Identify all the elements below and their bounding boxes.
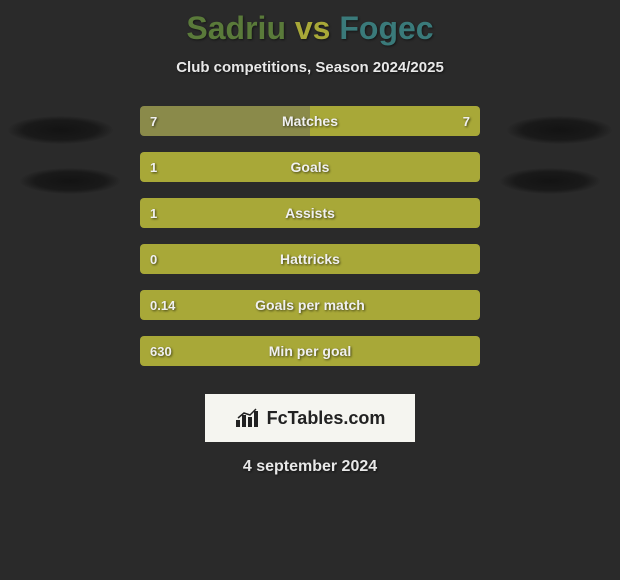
- stat-label: Goals: [140, 152, 480, 182]
- avatar-shadow-left-2: [20, 168, 120, 194]
- stat-row: 1Goals: [140, 152, 480, 182]
- stat-row: 1Assists: [140, 198, 480, 228]
- avatar-shadow-right-2: [500, 168, 600, 194]
- branding-badge: FcTables.com: [205, 394, 415, 442]
- player1-name: Sadriu: [186, 10, 286, 46]
- stat-row: 0.14Goals per match: [140, 290, 480, 320]
- stat-row: 77Matches: [140, 106, 480, 136]
- comparison-chart: 77Matches 1Goals 1Assists 0Hattricks 0.14Goa…: [0, 106, 620, 386]
- stat-row: 0Hattricks: [140, 244, 480, 274]
- avatar-shadow-right-1: [507, 116, 612, 144]
- subtitle: Club competitions, Season 2024/2025: [0, 59, 620, 76]
- date-label: 4 september 2024: [0, 458, 620, 476]
- stat-label: Assists: [140, 198, 480, 228]
- comparison-title: Sadriu vs Fogec: [0, 0, 620, 47]
- chart-icon: [235, 408, 261, 428]
- avatar-shadow-left-1: [8, 116, 113, 144]
- branding-text: FcTables.com: [267, 408, 386, 429]
- stat-label: Goals per match: [140, 290, 480, 320]
- stat-row: 630Min per goal: [140, 336, 480, 366]
- stat-label: Min per goal: [140, 336, 480, 366]
- vs-label: vs: [295, 10, 331, 46]
- stat-label: Matches: [140, 106, 480, 136]
- player2-name: Fogec: [339, 10, 433, 46]
- bars-container: 77Matches 1Goals 1Assists 0Hattricks 0.14Goa…: [140, 106, 480, 382]
- stat-label: Hattricks: [140, 244, 480, 274]
